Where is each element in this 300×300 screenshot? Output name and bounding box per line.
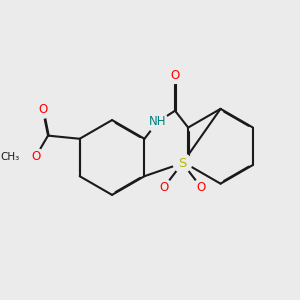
Text: O: O — [170, 69, 180, 82]
Circle shape — [173, 154, 192, 172]
Text: O: O — [196, 181, 206, 194]
Text: O: O — [38, 103, 47, 116]
Circle shape — [147, 112, 168, 132]
Circle shape — [28, 148, 44, 165]
Circle shape — [193, 179, 209, 196]
Text: CH₃: CH₃ — [0, 152, 19, 162]
Text: O: O — [31, 150, 40, 163]
Circle shape — [156, 179, 172, 196]
Text: NH: NH — [149, 116, 166, 128]
Circle shape — [167, 67, 183, 83]
Text: O: O — [159, 181, 168, 194]
Circle shape — [35, 102, 51, 118]
Circle shape — [0, 142, 24, 171]
Text: S: S — [178, 157, 187, 169]
